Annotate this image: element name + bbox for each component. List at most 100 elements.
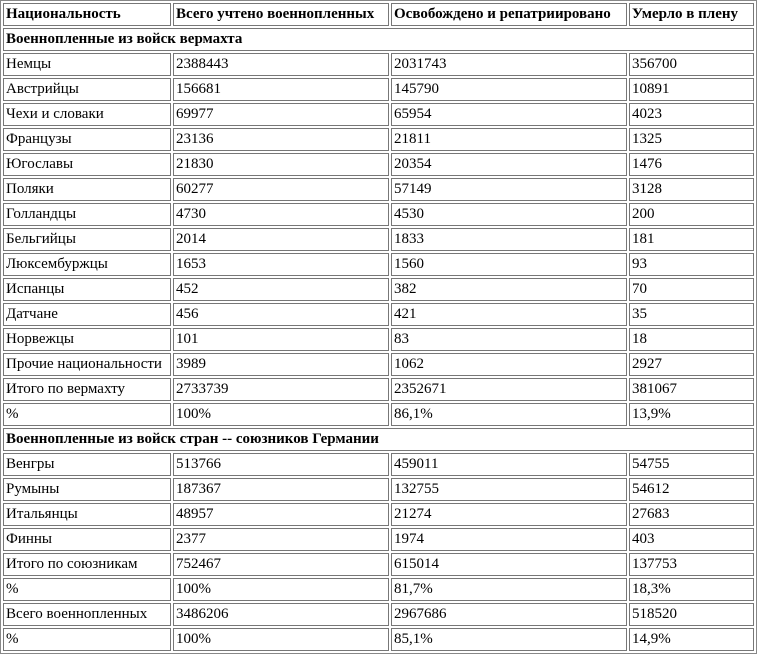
table-cell: Французы [3, 128, 171, 151]
data-row: % 100% 81,7% 18,3% [3, 578, 754, 601]
table-cell: Испанцы [3, 278, 171, 301]
table-cell: 2031743 [391, 53, 627, 76]
table-cell: 101 [173, 328, 389, 351]
table-cell: 513766 [173, 453, 389, 476]
table-cell: Всего военнопленных [3, 603, 171, 626]
table-cell: 13,9% [629, 403, 754, 426]
table-cell: 60277 [173, 178, 389, 201]
table-cell: 356700 [629, 53, 754, 76]
table-cell: Чехи и словаки [3, 103, 171, 126]
table-cell: Финны [3, 528, 171, 551]
table-cell: 83 [391, 328, 627, 351]
table-cell: 4023 [629, 103, 754, 126]
data-row: Французы 23136 21811 1325 [3, 128, 754, 151]
table-cell: 181 [629, 228, 754, 251]
table-cell: 1325 [629, 128, 754, 151]
header-row: Национальность Всего учтено военнопленных… [3, 3, 754, 26]
data-row: Испанцы 452 382 70 [3, 278, 754, 301]
table-body: Национальность Всего учтено военнопленных… [3, 3, 754, 651]
table-cell: 14,9% [629, 628, 754, 651]
table-cell: 35 [629, 303, 754, 326]
table-cell: 145790 [391, 78, 627, 101]
table-cell: 65954 [391, 103, 627, 126]
table-cell: 2733739 [173, 378, 389, 401]
table-cell: 57149 [391, 178, 627, 201]
table-cell: 23136 [173, 128, 389, 151]
table-cell: Освобождено и репатриировано [391, 3, 627, 26]
table-cell: 187367 [173, 478, 389, 501]
table-cell: 27683 [629, 503, 754, 526]
table-cell: Немцы [3, 53, 171, 76]
table-cell: Прочие национальности [3, 353, 171, 376]
data-row: % 100% 86,1% 13,9% [3, 403, 754, 426]
table-cell: % [3, 578, 171, 601]
table-cell: Поляки [3, 178, 171, 201]
table-cell: 69977 [173, 103, 389, 126]
data-row: Итого по вермахту 2733739 2352671 381067 [3, 378, 754, 401]
table-cell: 100% [173, 403, 389, 426]
table-cell: 459011 [391, 453, 627, 476]
table-cell: Итальянцы [3, 503, 171, 526]
table-cell: 93 [629, 253, 754, 276]
table-cell: 54612 [629, 478, 754, 501]
table-cell: 81,7% [391, 578, 627, 601]
table-cell: Голландцы [3, 203, 171, 226]
table-cell: 1833 [391, 228, 627, 251]
data-row: % 100% 85,1% 14,9% [3, 628, 754, 651]
table-cell: 4730 [173, 203, 389, 226]
table-cell: 615014 [391, 553, 627, 576]
table-cell: 3128 [629, 178, 754, 201]
section-row: Военнопленные из войск стран -- союзнико… [3, 428, 754, 451]
data-row: Норвежцы 101 83 18 [3, 328, 754, 351]
table-cell: 1974 [391, 528, 627, 551]
table-cell: 4530 [391, 203, 627, 226]
table-cell: 456 [173, 303, 389, 326]
table-cell: 21830 [173, 153, 389, 176]
table-cell: 70 [629, 278, 754, 301]
table-cell: 382 [391, 278, 627, 301]
table-cell: 2377 [173, 528, 389, 551]
table-cell: Югославы [3, 153, 171, 176]
table-cell: 452 [173, 278, 389, 301]
table-cell: 85,1% [391, 628, 627, 651]
table-cell: 21274 [391, 503, 627, 526]
data-row: Немцы 2388443 2031743 356700 [3, 53, 754, 76]
table-cell: 18,3% [629, 578, 754, 601]
table-cell: 100% [173, 628, 389, 651]
data-row: Люксембуржцы 1653 1560 93 [3, 253, 754, 276]
table-cell: 421 [391, 303, 627, 326]
table-cell: 54755 [629, 453, 754, 476]
data-row: Голландцы 4730 4530 200 [3, 203, 754, 226]
data-row: Датчане 456 421 35 [3, 303, 754, 326]
table-cell: % [3, 403, 171, 426]
table-cell: Бельгийцы [3, 228, 171, 251]
table-cell: 20354 [391, 153, 627, 176]
table-cell: Люксембуржцы [3, 253, 171, 276]
table-cell: 86,1% [391, 403, 627, 426]
table-cell: 2388443 [173, 53, 389, 76]
data-row: Итого по союзникам 752467 615014 137753 [3, 553, 754, 576]
data-row: Прочие национальности 3989 1062 2927 [3, 353, 754, 376]
table-cell: 403 [629, 528, 754, 551]
table-cell: Итого по союзникам [3, 553, 171, 576]
table-cell: 10891 [629, 78, 754, 101]
table-cell: Всего учтено военнопленных [173, 3, 389, 26]
table-cell: Военнопленные из войск стран -- союзнико… [3, 428, 754, 451]
table-cell: 200 [629, 203, 754, 226]
table-cell: Датчане [3, 303, 171, 326]
table-cell: 132755 [391, 478, 627, 501]
table-cell: Норвежцы [3, 328, 171, 351]
table-cell: 1653 [173, 253, 389, 276]
table-cell: 752467 [173, 553, 389, 576]
data-row: Венгры 513766 459011 54755 [3, 453, 754, 476]
table-cell: 3486206 [173, 603, 389, 626]
table-cell: 1062 [391, 353, 627, 376]
data-row: Чехи и словаки 69977 65954 4023 [3, 103, 754, 126]
table-cell: 156681 [173, 78, 389, 101]
table-cell: 2352671 [391, 378, 627, 401]
table-cell: Австрийцы [3, 78, 171, 101]
table-cell: 18 [629, 328, 754, 351]
data-row: Поляки 60277 57149 3128 [3, 178, 754, 201]
data-row: Финны 2377 1974 403 [3, 528, 754, 551]
